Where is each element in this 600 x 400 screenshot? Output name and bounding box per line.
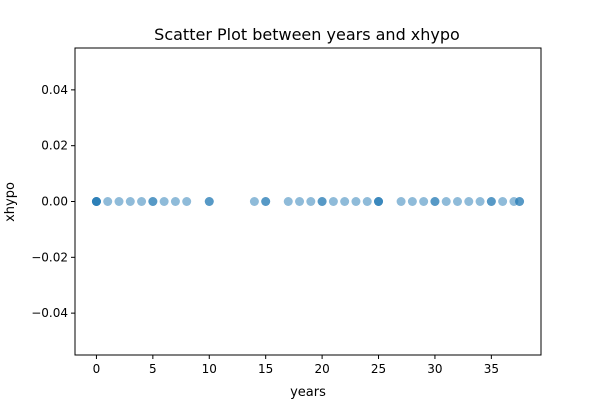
- y-axis-label: xhypo: [3, 182, 18, 222]
- data-point: [464, 197, 474, 206]
- y-tick-label: 0.02: [41, 139, 68, 153]
- x-tick-label: 25: [371, 362, 386, 376]
- data-point: [475, 197, 485, 206]
- data-point: [182, 197, 192, 206]
- data-point: [407, 197, 417, 206]
- data-point: [441, 197, 451, 206]
- data-point: [295, 197, 305, 206]
- data-point: [498, 197, 508, 206]
- data-point: [486, 197, 496, 206]
- x-tick-label: 5: [149, 362, 157, 376]
- data-points: [91, 197, 525, 206]
- y-tick-label: 0.04: [41, 83, 68, 97]
- data-point: [159, 197, 169, 206]
- data-point: [430, 197, 440, 206]
- data-point: [261, 197, 271, 206]
- data-point: [453, 197, 463, 206]
- data-point: [137, 197, 147, 206]
- data-point: [249, 197, 259, 206]
- y-tick-label: −0.02: [31, 250, 68, 264]
- data-point: [114, 197, 124, 206]
- x-tick-label: 20: [314, 362, 329, 376]
- data-point: [351, 197, 361, 206]
- data-point: [374, 197, 384, 206]
- x-tick-label: 30: [427, 362, 442, 376]
- data-point: [91, 197, 101, 206]
- x-tick-label: 0: [93, 362, 101, 376]
- chart-title: Scatter Plot between years and xhypo: [154, 25, 460, 44]
- data-point: [306, 197, 316, 206]
- data-point: [148, 197, 158, 206]
- x-tick-label: 10: [202, 362, 217, 376]
- y-axis-ticks: 0.04 0.02 0.00 −0.02 −0.04: [31, 83, 75, 320]
- data-point: [283, 197, 293, 206]
- data-point: [204, 197, 214, 206]
- data-point: [340, 197, 350, 206]
- data-point: [125, 197, 135, 206]
- x-axis-label: years: [290, 385, 326, 400]
- x-tick-label: 35: [484, 362, 499, 376]
- data-point: [396, 197, 406, 206]
- plot-area: [74, 47, 542, 356]
- data-point: [328, 197, 338, 206]
- data-point: [362, 197, 372, 206]
- data-point: [515, 197, 525, 206]
- x-axis-ticks: 0 5 10 15 20 25 30 35: [93, 355, 499, 376]
- data-point: [317, 197, 327, 206]
- data-point: [419, 197, 429, 206]
- data-point: [103, 197, 113, 206]
- x-tick-label: 15: [258, 362, 273, 376]
- y-tick-label: −0.04: [31, 306, 68, 320]
- y-tick-label: 0.00: [41, 195, 68, 209]
- data-point: [170, 197, 180, 206]
